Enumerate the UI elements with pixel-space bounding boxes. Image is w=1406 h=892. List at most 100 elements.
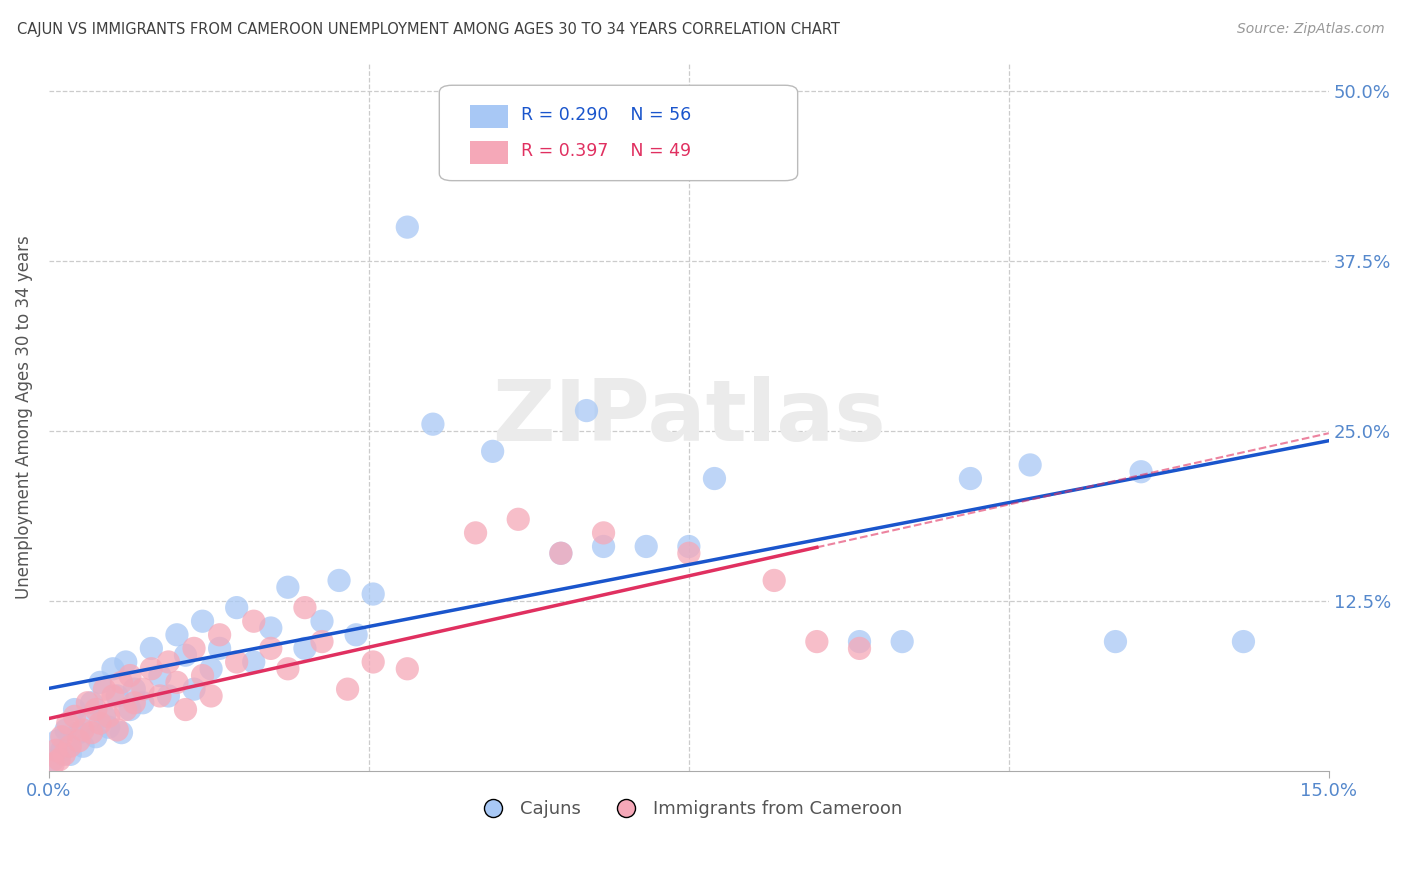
Point	[200, 662, 222, 676]
Point	[294, 600, 316, 615]
Point	[110, 725, 132, 739]
Point	[166, 628, 188, 642]
Point	[174, 702, 197, 716]
Text: R = 0.397    N = 49: R = 0.397 N = 49	[522, 142, 692, 160]
Text: ZIPatlas: ZIPatlas	[492, 376, 886, 458]
Point	[1019, 458, 1042, 472]
Point	[208, 641, 231, 656]
Point	[311, 634, 333, 648]
Point	[550, 546, 572, 560]
Point	[101, 689, 124, 703]
Point	[157, 655, 180, 669]
Point	[72, 739, 94, 754]
Point	[110, 675, 132, 690]
Text: Source: ZipAtlas.com: Source: ZipAtlas.com	[1237, 22, 1385, 37]
Point	[93, 682, 115, 697]
Point	[42, 753, 65, 767]
Point	[132, 682, 155, 697]
Point	[84, 730, 107, 744]
Point	[97, 709, 120, 723]
Point	[361, 655, 384, 669]
Point	[225, 600, 247, 615]
Text: R = 0.290    N = 56: R = 0.290 N = 56	[522, 106, 692, 124]
Point	[89, 675, 111, 690]
Point	[93, 709, 115, 723]
Point	[592, 540, 614, 554]
Point	[63, 702, 86, 716]
Point	[42, 756, 65, 771]
Point	[225, 655, 247, 669]
Point	[48, 753, 70, 767]
Point	[97, 720, 120, 734]
Point	[277, 662, 299, 676]
Point	[80, 725, 103, 739]
Point	[344, 628, 367, 642]
Point	[328, 574, 350, 588]
Point	[76, 696, 98, 710]
Point	[422, 417, 444, 432]
Point	[508, 512, 530, 526]
Text: CAJUN VS IMMIGRANTS FROM CAMEROON UNEMPLOYMENT AMONG AGES 30 TO 34 YEARS CORRELA: CAJUN VS IMMIGRANTS FROM CAMEROON UNEMPL…	[17, 22, 839, 37]
FancyBboxPatch shape	[439, 86, 797, 181]
Point	[361, 587, 384, 601]
Point	[678, 546, 700, 560]
Point	[260, 621, 283, 635]
Point	[149, 689, 172, 703]
Point	[46, 733, 69, 747]
Point	[191, 614, 214, 628]
Point	[114, 702, 136, 716]
Point	[51, 743, 73, 757]
Y-axis label: Unemployment Among Ages 30 to 34 years: Unemployment Among Ages 30 to 34 years	[15, 235, 32, 599]
Point	[157, 689, 180, 703]
Point	[76, 716, 98, 731]
Point	[396, 662, 419, 676]
FancyBboxPatch shape	[470, 105, 509, 128]
Point	[550, 546, 572, 560]
Point	[575, 403, 598, 417]
Point	[959, 471, 981, 485]
Point	[84, 702, 107, 716]
Point	[891, 634, 914, 648]
Point	[174, 648, 197, 663]
Point	[1232, 634, 1254, 648]
Point	[636, 540, 658, 554]
Point	[336, 682, 359, 697]
Point	[208, 628, 231, 642]
Point	[678, 540, 700, 554]
Point	[763, 574, 786, 588]
Point	[105, 689, 128, 703]
Point	[200, 689, 222, 703]
Point	[124, 682, 146, 697]
Point	[80, 696, 103, 710]
FancyBboxPatch shape	[470, 141, 509, 163]
Point	[1104, 634, 1126, 648]
Point	[118, 668, 141, 682]
Point	[848, 641, 870, 656]
Point	[101, 662, 124, 676]
Point	[105, 723, 128, 737]
Point	[51, 730, 73, 744]
Point	[260, 641, 283, 656]
Point	[481, 444, 503, 458]
Point	[67, 733, 90, 747]
Point	[592, 525, 614, 540]
Point	[294, 641, 316, 656]
Point	[166, 675, 188, 690]
Point	[141, 662, 163, 676]
Point	[59, 747, 82, 762]
Point	[242, 655, 264, 669]
Point	[132, 696, 155, 710]
Point	[124, 696, 146, 710]
Point	[56, 716, 79, 731]
Point	[141, 641, 163, 656]
Point	[72, 723, 94, 737]
Point	[277, 580, 299, 594]
Point	[63, 709, 86, 723]
Point	[806, 634, 828, 648]
Point	[183, 641, 205, 656]
Point	[464, 525, 486, 540]
Point	[396, 220, 419, 235]
Point	[114, 655, 136, 669]
Point	[1130, 465, 1153, 479]
Point	[67, 725, 90, 739]
